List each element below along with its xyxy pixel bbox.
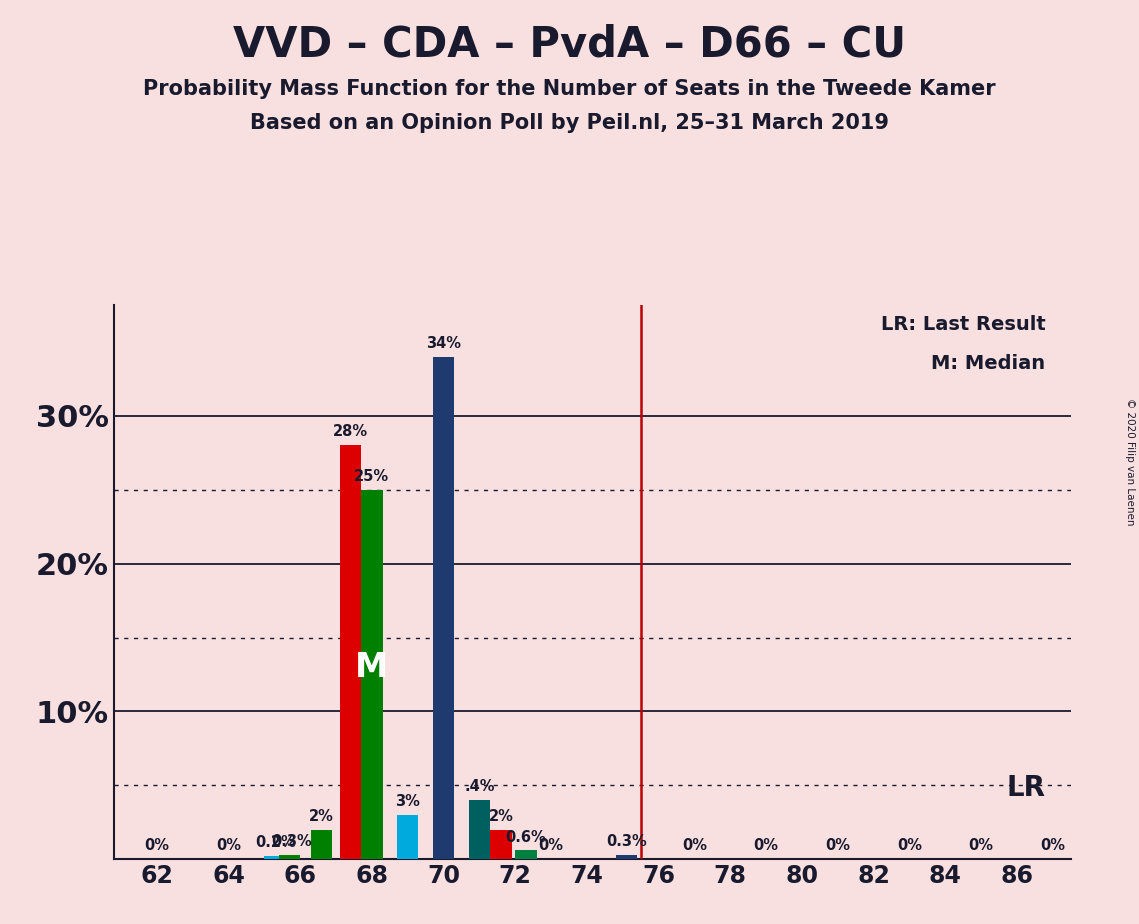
Bar — [515, 850, 536, 859]
Text: .4%: .4% — [465, 779, 494, 795]
Text: 0%: 0% — [968, 838, 993, 854]
Bar — [468, 800, 490, 859]
Text: 25%: 25% — [354, 468, 390, 484]
Text: LR: LR — [1007, 774, 1046, 802]
Text: 0.3%: 0.3% — [606, 834, 647, 849]
Text: 0%: 0% — [754, 838, 779, 854]
Text: 0%: 0% — [1040, 838, 1065, 854]
Text: 0%: 0% — [826, 838, 850, 854]
Text: VVD – CDA – PvdA – D66 – CU: VVD – CDA – PvdA – D66 – CU — [233, 23, 906, 65]
Text: M: Median: M: Median — [932, 354, 1046, 372]
Bar — [433, 357, 454, 859]
Bar — [311, 830, 333, 859]
Text: LR: Last Result: LR: Last Result — [880, 315, 1046, 334]
Text: 34%: 34% — [426, 335, 461, 351]
Text: 2%: 2% — [489, 808, 514, 824]
Text: 0.3%: 0.3% — [271, 834, 312, 849]
Text: M: M — [355, 650, 388, 684]
Bar — [279, 855, 301, 859]
Text: Based on an Opinion Poll by Peil.nl, 25–31 March 2019: Based on an Opinion Poll by Peil.nl, 25–… — [249, 113, 890, 133]
Bar — [339, 445, 361, 859]
Bar — [615, 855, 637, 859]
Text: 3%: 3% — [395, 794, 420, 809]
Bar — [361, 490, 383, 859]
Text: Probability Mass Function for the Number of Seats in the Tweede Kamer: Probability Mass Function for the Number… — [144, 79, 995, 99]
Bar — [264, 857, 286, 859]
Bar — [398, 815, 418, 859]
Bar — [490, 830, 511, 859]
Text: 0%: 0% — [145, 838, 170, 854]
Text: 0%: 0% — [896, 838, 921, 854]
Text: 2%: 2% — [310, 808, 334, 824]
Text: 0.2%: 0.2% — [255, 835, 295, 850]
Text: 0.6%: 0.6% — [506, 830, 547, 845]
Text: 0%: 0% — [682, 838, 707, 854]
Text: © 2020 Filip van Laenen: © 2020 Filip van Laenen — [1125, 398, 1134, 526]
Text: 0%: 0% — [539, 838, 564, 854]
Text: 28%: 28% — [333, 424, 368, 440]
Text: 0%: 0% — [216, 838, 241, 854]
